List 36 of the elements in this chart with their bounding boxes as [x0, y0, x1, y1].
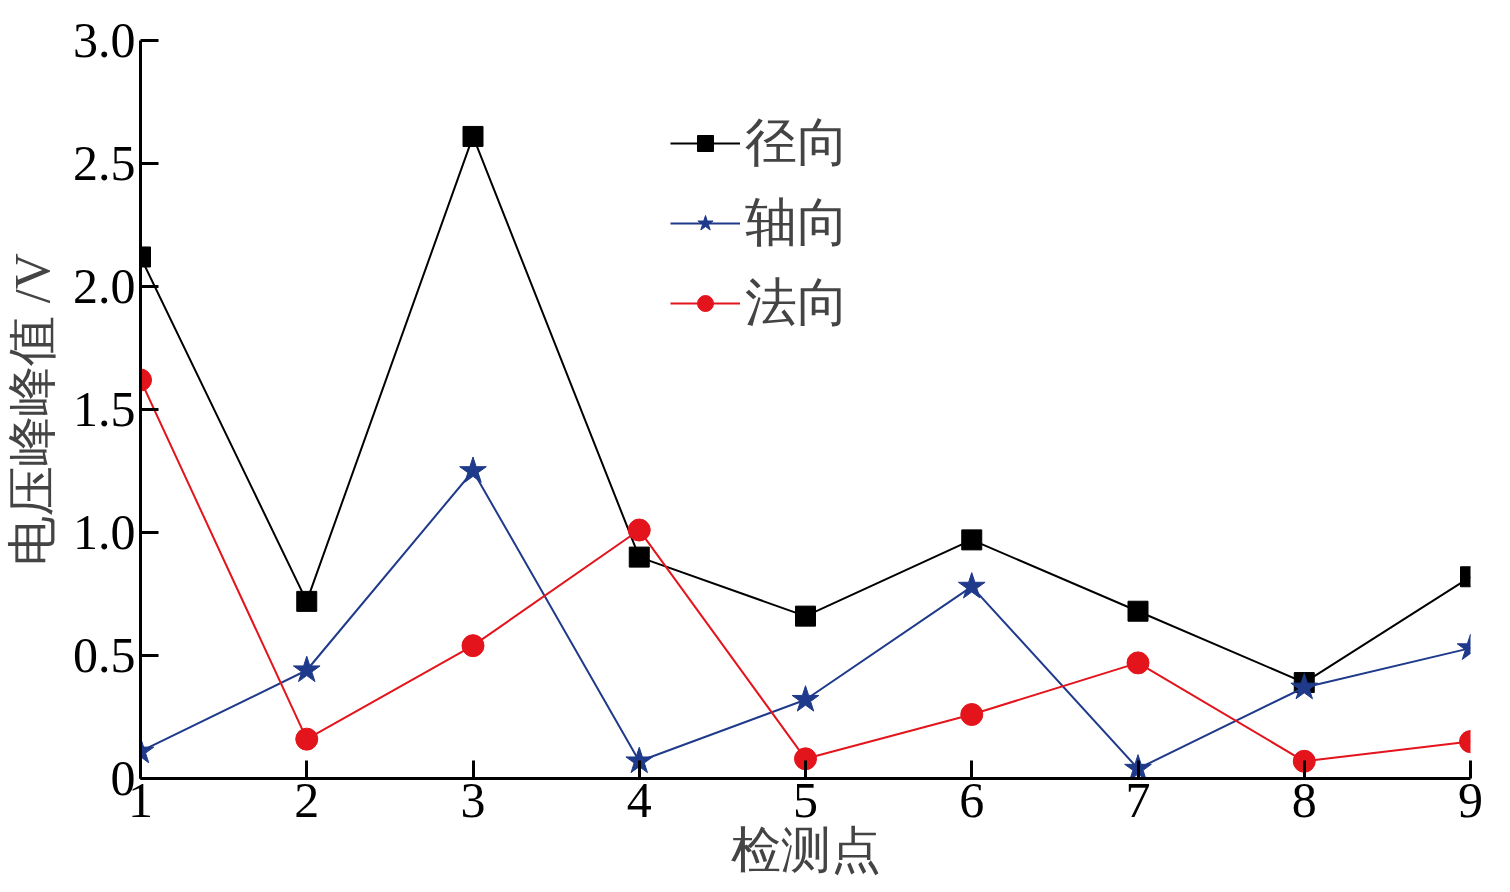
x-tick-label: 6: [959, 771, 985, 828]
y-tick-label: 2.0: [73, 258, 136, 314]
point: [1292, 749, 1316, 773]
legend-label: 法向: [745, 273, 849, 333]
x-tick-label: 2: [294, 771, 320, 828]
point: [960, 703, 984, 727]
legend-label: 轴向: [745, 193, 849, 253]
y-tick-label: 3.0: [73, 12, 136, 68]
y-tick-label: 1.0: [73, 504, 136, 560]
point: [1127, 600, 1149, 622]
x-tick-label: 8: [1291, 771, 1317, 828]
point: [296, 590, 318, 612]
x-tick-label: 3: [460, 771, 486, 828]
y-axis-title: 电压峰峰值 /V: [4, 253, 60, 566]
x-tick-label: 9: [1458, 771, 1483, 828]
point: [791, 685, 820, 712]
point: [1126, 651, 1150, 675]
point: [795, 605, 816, 627]
y-tick-label: 2.5: [73, 135, 136, 191]
y-tick-label: 1.5: [73, 381, 136, 437]
point: [462, 125, 484, 147]
point: [627, 518, 651, 542]
point: [292, 655, 321, 683]
point: [461, 634, 485, 658]
x-tick-label: 7: [1125, 771, 1151, 828]
x-tick-label: 4: [626, 771, 652, 828]
point: [794, 747, 817, 771]
point: [957, 572, 986, 599]
point: [961, 529, 983, 551]
point: [625, 746, 654, 774]
legend-label: 径向: [745, 113, 849, 173]
point: [1290, 672, 1319, 700]
point: [628, 546, 650, 568]
y-tick-label: 0.5: [73, 627, 136, 683]
point: [459, 456, 487, 483]
point: [295, 727, 319, 751]
